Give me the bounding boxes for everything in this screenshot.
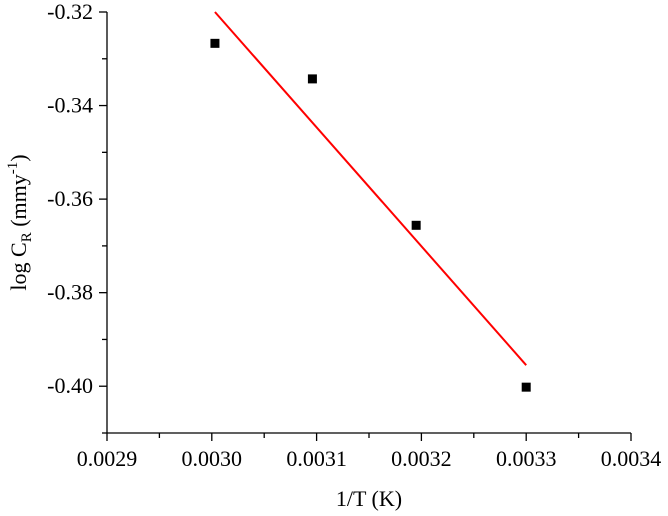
y-axis-title-middle: (mmy [6,174,31,232]
x-tick-label: 0.0034 [601,446,662,471]
y-tick-label: -0.34 [47,93,93,118]
y-tick-label: -0.36 [47,186,93,211]
y-axis-title-subscript: R [19,232,35,242]
y-tick-label: -0.38 [47,280,93,305]
y-axis-title-superscript: -1 [5,162,21,175]
y-axis-ticks: -0.32 -0.34 -0.36 -0.38 -0.40 [47,0,107,434]
data-point [411,220,421,230]
plot-area: 0.0029 0.0030 0.0031 0.0032 0.0033 0.0034 -0.… [47,0,661,471]
data-point [307,74,317,84]
linear-fit-line [214,11,527,366]
y-axis-title-suffix: ) [6,154,31,161]
x-tick-label: 0.0031 [286,446,347,471]
y-tick-label: -0.32 [47,0,93,24]
y-tick-label: -0.40 [47,373,93,398]
x-tick-label: 0.0033 [496,446,557,471]
data-point [210,38,220,48]
x-tick-label: 0.0030 [182,446,243,471]
y-axis-title-prefix: log C [6,242,31,290]
series-layer [210,11,531,392]
x-axis-ticks: 0.0029 0.0030 0.0031 0.0032 0.0033 0.0034 [77,433,662,471]
x-tick-label: 0.0029 [77,446,138,471]
x-axis-title: 1/T (K) [336,486,402,511]
data-point [521,382,531,392]
y-axis-title: log CR (mmy-1) [5,154,35,290]
x-tick-label: 0.0032 [391,446,452,471]
